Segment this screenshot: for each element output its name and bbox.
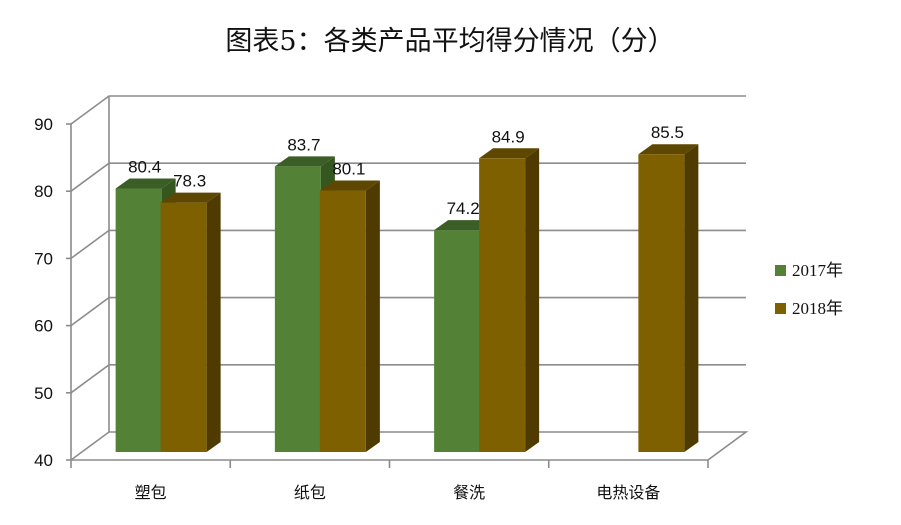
axes: 40 50 60 70 80 90 塑包 纸包 餐洗 电热设备 [34,96,709,502]
data-label: 83.7 [287,135,320,154]
bar-front [319,190,366,452]
data-label: 78.3 [173,172,206,191]
bar-front [274,166,321,452]
bar-front [434,230,481,452]
bar-top [638,144,699,155]
bar-front [160,202,207,452]
bars [115,144,699,453]
legend-label: 2017年 [792,261,843,280]
bar-front [115,188,162,452]
y-tick-label: 80 [34,182,53,201]
bar-top [274,156,335,167]
bar-top [115,178,176,189]
data-label: 84.9 [492,127,525,146]
data-label: 74.2 [447,199,480,218]
floor [70,431,749,461]
bar-top [160,192,221,203]
gridline-90 [70,95,746,125]
y-tick-label: 70 [34,249,53,268]
bar-side [684,144,699,453]
bar-side [525,148,540,452]
x-tick-label: 塑包 [135,483,167,502]
data-label: 80.4 [128,158,161,177]
bar-top [319,180,380,191]
bar-side [206,192,221,452]
legend-label: 2018年 [792,299,843,318]
y-tick-label: 50 [34,384,53,403]
x-tick-label: 餐洗 [453,483,485,502]
bar-2018年-电热设备 [638,144,699,453]
chart-title: 图表5：各类产品平均得分情况（分） [225,26,674,57]
y-tick-label: 40 [34,451,53,470]
x-tick-label: 纸包 [294,483,326,502]
bar-2018年-餐洗 [479,148,540,452]
bar-side [365,180,380,452]
y-tick-label: 60 [34,317,53,336]
y-tick-label: 90 [34,115,53,134]
x-tick-label: 电热设备 [596,483,660,502]
legend-swatch [775,303,786,314]
legend-swatch [775,265,786,276]
bar-2018年-塑包 [160,192,221,452]
data-label: 85.5 [651,123,684,142]
legend: 2017年 2018年 [775,261,843,318]
bar-front [479,158,526,452]
data-label: 80.1 [332,160,365,179]
bar-2018年-纸包 [319,180,380,452]
bar-top [479,148,540,159]
data-labels: 80.4 78.3 83.7 80.1 74.2 84.9 85.5 [128,123,684,218]
bar-front [638,154,685,453]
